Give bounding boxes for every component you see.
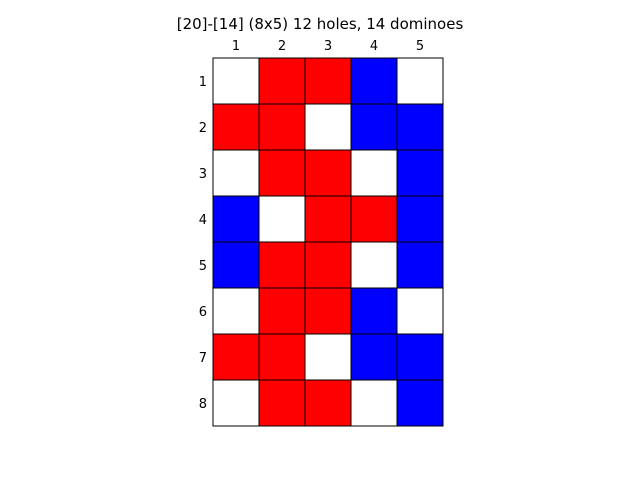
grid-cell-r3-c1-white: [212, 149, 260, 197]
grid-cell-r4-c1-blue: [212, 195, 260, 243]
column-label-1: 1: [232, 39, 240, 54]
grid-cell-r3-c2-red: [258, 149, 306, 197]
grid-cell-r5-c5-blue: [396, 241, 444, 289]
column-label-2: 2: [278, 39, 286, 54]
row-label-5: 5: [199, 259, 207, 274]
row-label-6: 6: [199, 305, 207, 320]
grid-cell-r1-c2-red: [258, 57, 306, 105]
grid-cell-r7-c5-blue: [396, 333, 444, 381]
grid-cell-r1-c3-red: [304, 57, 352, 105]
grid-cell-r2-c3-white: [304, 103, 352, 151]
grid-cell-r2-c2-red: [258, 103, 306, 151]
grid-cell-r4-c4-red: [350, 195, 398, 243]
row-label-3: 3: [199, 167, 207, 182]
grid-cell-r8-c5-blue: [396, 379, 444, 427]
grid-cell-r6-c4-blue: [350, 287, 398, 335]
grid-cell-r1-c4-blue: [350, 57, 398, 105]
row-label-2: 2: [199, 121, 207, 136]
grid-cell-r3-c3-red: [304, 149, 352, 197]
grid-cell-r4-c3-red: [304, 195, 352, 243]
grid-cell-r8-c4-white: [350, 379, 398, 427]
grid-cell-r4-c5-blue: [396, 195, 444, 243]
grid-cell-r2-c4-blue: [350, 103, 398, 151]
grid-cell-r6-c1-white: [212, 287, 260, 335]
grid-cell-r6-c2-red: [258, 287, 306, 335]
grid-cell-r4-c2-white: [258, 195, 306, 243]
grid-cell-r7-c3-white: [304, 333, 352, 381]
grid-cell-r3-c5-blue: [396, 149, 444, 197]
row-label-4: 4: [199, 213, 207, 228]
grid-cell-r5-c4-white: [350, 241, 398, 289]
column-label-5: 5: [416, 39, 424, 54]
grid-cell-r2-c1-red: [212, 103, 260, 151]
grid-cell-r7-c1-red: [212, 333, 260, 381]
grid-cell-r2-c5-blue: [396, 103, 444, 151]
grid-cell-r8-c1-white: [212, 379, 260, 427]
grid-cell-r6-c5-white: [396, 287, 444, 335]
grid-cell-r7-c4-blue: [350, 333, 398, 381]
grid-cell-r5-c3-red: [304, 241, 352, 289]
grid-cell-r5-c2-red: [258, 241, 306, 289]
grid-cell-r7-c2-red: [258, 333, 306, 381]
row-label-7: 7: [199, 351, 207, 366]
grid-cell-r8-c3-red: [304, 379, 352, 427]
grid-cell-r6-c3-red: [304, 287, 352, 335]
figure-title: [20]-[14] (8x5) 12 holes, 14 dominoes: [176, 15, 464, 33]
row-label-8: 8: [199, 397, 207, 412]
grid-cell-r1-c1-white: [212, 57, 260, 105]
grid-cell-r5-c1-blue: [212, 241, 260, 289]
grid-cell-r1-c5-white: [396, 57, 444, 105]
row-label-1: 1: [199, 75, 207, 90]
grid-cell-r8-c2-red: [258, 379, 306, 427]
column-label-3: 3: [324, 39, 332, 54]
column-label-4: 4: [370, 39, 378, 54]
grid-cell-r3-c4-white: [350, 149, 398, 197]
